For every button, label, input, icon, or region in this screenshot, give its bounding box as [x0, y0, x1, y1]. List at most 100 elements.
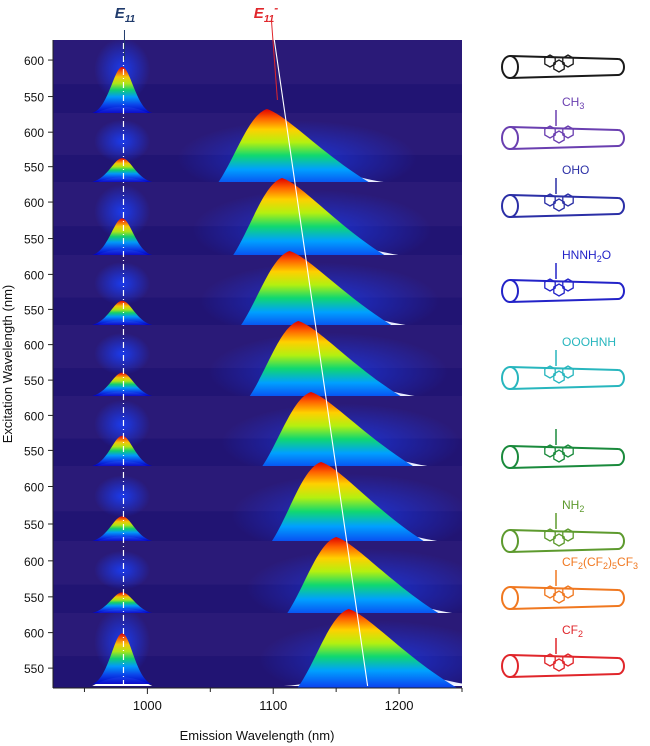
- spectrum-panel: [53, 321, 462, 416]
- y-axis: 600 550 600 550 600 550 600 550 600 550 600 550 600 5…: [24, 40, 54, 688]
- hexagon: [544, 444, 556, 458]
- tube-end: [501, 654, 519, 678]
- tube-end: [501, 279, 519, 303]
- y-tick-label: 600: [24, 268, 44, 282]
- tube-end: [501, 194, 519, 218]
- hexagon: [562, 193, 574, 207]
- spectrum-panel: [53, 40, 462, 119]
- e11-minus-peak: [219, 251, 430, 345]
- x-tick-label: 1100: [259, 698, 287, 713]
- y-tick-label: 600: [24, 481, 44, 495]
- nanotube-structure: CF2: [501, 623, 625, 678]
- substituent-label: CH3: [562, 95, 584, 111]
- e11-peak: [92, 372, 153, 396]
- y-tick-label: 600: [24, 555, 44, 569]
- tube-body: [509, 55, 625, 79]
- label-fragment: OH: [581, 335, 599, 349]
- y-tick-label: 550: [24, 662, 44, 676]
- nanotube-structure: [501, 54, 625, 79]
- spectrum-panel: [53, 392, 462, 486]
- e11-glow: [94, 261, 151, 306]
- tube-end: [501, 366, 519, 390]
- y-tick-label: 550: [24, 518, 44, 532]
- spectrum-panel: [53, 607, 462, 688]
- label-fragment: 3: [633, 561, 638, 571]
- spectra-panels: [53, 40, 462, 688]
- substituent-label: OHO: [562, 163, 589, 177]
- label-fragment: CF: [617, 555, 633, 569]
- label-fragment: NH: [562, 498, 579, 512]
- y-tick-label: 600: [24, 54, 44, 68]
- y-tick-label: 600: [24, 627, 44, 641]
- y-tick-label: 550: [24, 233, 44, 247]
- e11-peak: [92, 218, 153, 255]
- label-main: E: [115, 5, 126, 22]
- label-fragment: CF: [562, 555, 578, 569]
- x-tick-label: 1200: [385, 698, 414, 713]
- hexagon: [562, 653, 574, 667]
- y-axis-label: Excitation Wavelength (nm): [0, 285, 15, 443]
- hexagon: [562, 528, 574, 542]
- y-tick-label: 550: [24, 374, 44, 388]
- y-tick-label: 550: [24, 161, 44, 175]
- tube-body: [509, 279, 625, 303]
- nanotube-structure: OOOHNH: [501, 335, 625, 390]
- tube-body: [509, 126, 625, 150]
- label-fragment: O: [571, 335, 580, 349]
- hexagon: [562, 125, 574, 139]
- substituent-label: HNNH2O: [562, 248, 611, 264]
- hexagon: [553, 198, 565, 212]
- e11-peak: [92, 516, 153, 541]
- x-tick-label: 1000: [133, 698, 162, 713]
- e11-minus-peak: [240, 392, 451, 486]
- hexagon: [544, 125, 556, 139]
- e11-glow: [94, 550, 151, 590]
- label-subscript: 11: [125, 14, 136, 25]
- y-tick-label: 600: [24, 196, 44, 210]
- e11-peak: [92, 300, 153, 325]
- e11-minus-peak: [251, 462, 462, 561]
- y-tick-label: 550: [24, 91, 44, 105]
- hexagon: [553, 533, 565, 547]
- label-fragment: CH: [562, 95, 579, 109]
- label-fragment: 5: [612, 561, 617, 571]
- label-fragment: O: [580, 163, 589, 177]
- e11-minus-reference-top: [270, 19, 278, 101]
- e11-peak: [92, 66, 153, 113]
- e11-peak: [92, 633, 153, 684]
- label-fragment: 2: [597, 254, 602, 264]
- hexagon: [562, 365, 574, 379]
- hexagon: [553, 59, 565, 73]
- peak-annotations: E11 E11-: [115, 1, 278, 25]
- tube-body: [509, 654, 625, 678]
- e11-peak: [92, 435, 153, 466]
- nanotube-structure: [501, 429, 625, 469]
- y-tick-label: 600: [24, 339, 44, 353]
- x-axis: 1000 1100 1200: [53, 687, 463, 713]
- nanotube-structure: CH3: [501, 95, 625, 150]
- e11-label: E11: [115, 5, 136, 25]
- tube-end: [501, 126, 519, 150]
- hexagon: [553, 658, 565, 672]
- e11-glow: [94, 184, 151, 239]
- hexagon: [544, 653, 556, 667]
- label-fragment: (CF: [583, 555, 603, 569]
- substituent-label: CF2(CF2)5CF3: [562, 555, 638, 571]
- e11-minus-label: E11-: [254, 1, 278, 25]
- hexagon: [544, 585, 556, 599]
- y-tick-label: 550: [24, 303, 44, 317]
- spectrum-panel: [53, 178, 462, 275]
- y-tick-label: 550: [24, 444, 44, 458]
- hexagon: [553, 370, 565, 384]
- nanotube-structure: CF2(CF2)5CF3: [501, 555, 638, 610]
- hexagon: [562, 444, 574, 458]
- substituent-label: OOOHNH: [562, 335, 616, 349]
- hexagon: [553, 449, 565, 463]
- label-fragment: 2: [603, 561, 608, 571]
- label-fragment: O: [602, 248, 611, 262]
- e11-peak: [92, 592, 153, 613]
- label-main: E: [254, 5, 265, 22]
- e11-minus-peak: [196, 109, 407, 202]
